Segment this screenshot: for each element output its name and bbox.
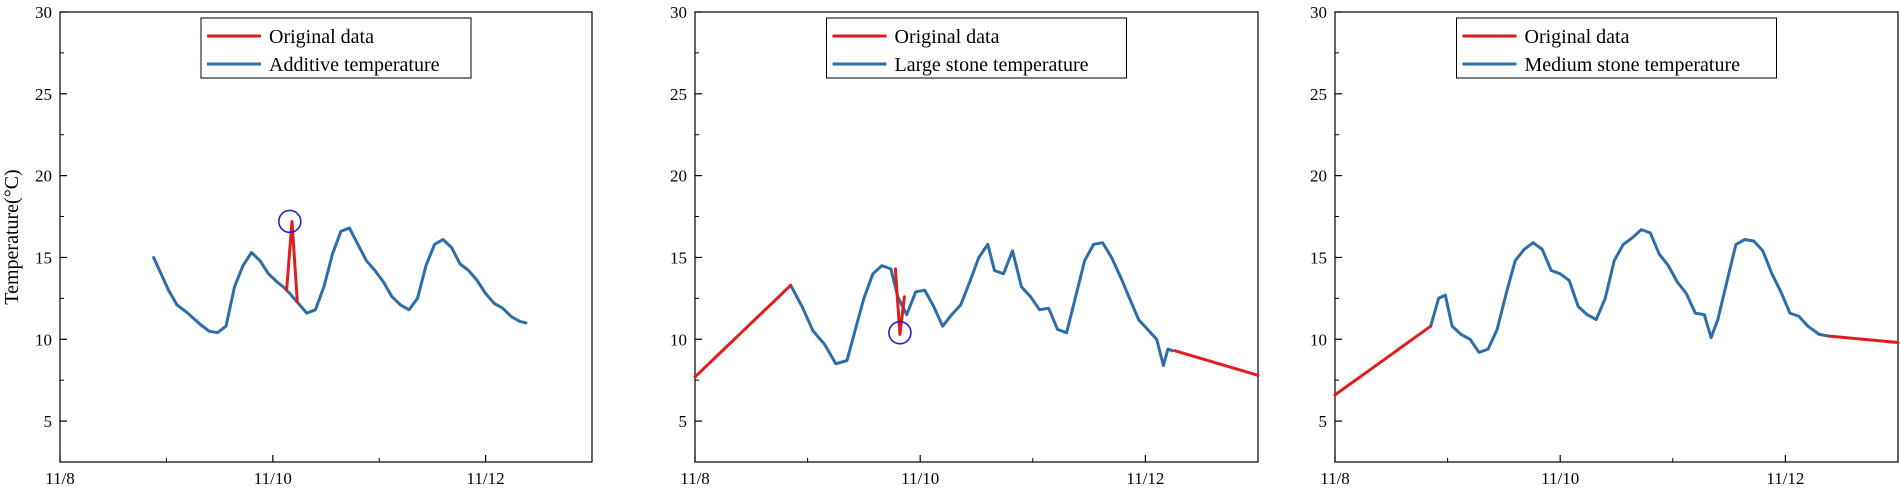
plot-frame xyxy=(59,11,593,463)
y-tick-label: 15 xyxy=(35,248,52,267)
legend xyxy=(826,17,1127,79)
legend-label: Original data xyxy=(1525,26,1630,48)
x-tick-label: 11/10 xyxy=(254,469,292,488)
y-tick-label: 15 xyxy=(670,248,687,267)
legend-label: Original data xyxy=(895,26,1000,48)
chart-panel-3: 5 10 15 20 25 30 11/8 11/10 11/12 Original data Me… xyxy=(1310,3,1900,488)
y-tick-label: 15 xyxy=(1310,248,1327,267)
y-tick-label: 10 xyxy=(35,330,52,349)
x-tick-label: 11/8 xyxy=(1320,469,1350,488)
highlight-circle xyxy=(888,320,912,345)
legend-label: Original data xyxy=(269,26,374,48)
legend xyxy=(1456,17,1777,79)
series-line-original-data-2 xyxy=(1826,334,1900,344)
y-tick-label: 20 xyxy=(670,167,687,186)
series-line-original-data-3 xyxy=(1173,349,1260,377)
y-axis-label: Temperature(°C) xyxy=(1,169,23,304)
x-tick-label: 11/12 xyxy=(467,469,505,488)
legend-label: Medium stone temperature xyxy=(1525,54,1741,76)
series-line-original-data-1 xyxy=(1333,324,1433,397)
y-tick-label: 20 xyxy=(35,167,52,186)
y-tick-label: 25 xyxy=(1310,85,1327,104)
series-line-original-data-1 xyxy=(285,220,299,304)
series-line-original-data-2 xyxy=(893,267,906,336)
y-tick-label: 5 xyxy=(1319,412,1328,431)
plot-frame xyxy=(1334,11,1899,463)
x-tick-label: 11/12 xyxy=(1766,469,1804,488)
x-tick-label: 11/8 xyxy=(45,469,75,488)
x-tick-label: 11/8 xyxy=(680,469,710,488)
y-tick-label: 10 xyxy=(670,330,687,349)
series-line-medium-stone-temperature-1 xyxy=(1429,228,1830,354)
y-tick-label: 10 xyxy=(1310,330,1327,349)
y-tick-label: 25 xyxy=(670,85,687,104)
legend-label: Large stone temperature xyxy=(895,54,1089,76)
legend-label: Additive temperature xyxy=(269,54,440,76)
y-tick-label: 20 xyxy=(1310,167,1327,186)
series-line-original-data-1 xyxy=(693,283,793,379)
y-tick-label: 30 xyxy=(35,3,52,22)
x-tick-label: 11/12 xyxy=(1126,469,1164,488)
legend xyxy=(200,17,472,79)
x-tick-label: 11/10 xyxy=(901,469,939,488)
chart-panel-2: 5 10 15 20 25 30 11/8 11/10 11/12 Original data La… xyxy=(670,3,1260,488)
plot-frame xyxy=(694,11,1259,463)
highlight-circle xyxy=(278,209,302,234)
chart-panel-1: 5 10 15 20 25 30 11/8 11/10 11/12 Temperature(°C)… xyxy=(1,3,593,488)
series-line-large-stone-temperature-1 xyxy=(789,241,1174,367)
y-tick-label: 25 xyxy=(35,85,52,104)
x-tick-label: 11/10 xyxy=(1541,469,1579,488)
y-tick-label: 5 xyxy=(44,412,53,431)
y-tick-label: 30 xyxy=(1310,3,1327,22)
series-line-additive-temperature-1 xyxy=(152,226,528,335)
y-tick-label: 30 xyxy=(670,3,687,22)
y-tick-label: 5 xyxy=(679,412,688,431)
